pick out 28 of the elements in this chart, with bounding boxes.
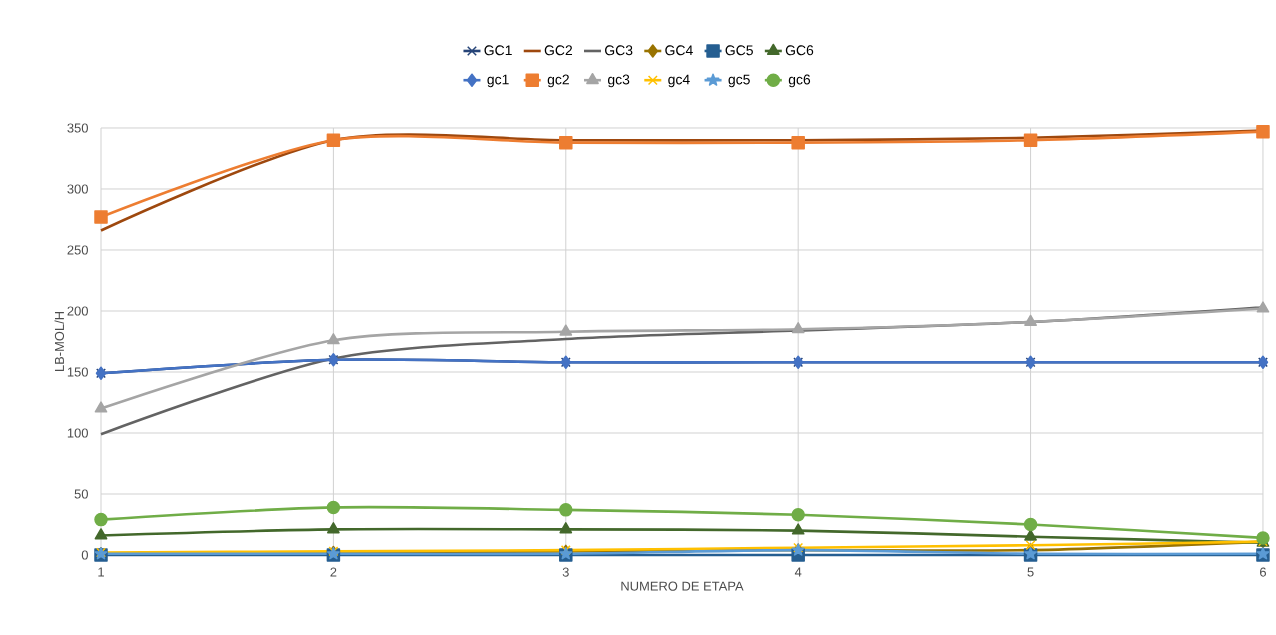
legend-label: gc5 xyxy=(728,74,750,88)
y-tick-label: 200 xyxy=(67,306,88,316)
legend-label: gc3 xyxy=(607,74,630,88)
legend-label: GC1 xyxy=(484,45,512,56)
x-tick-label: 2 xyxy=(330,567,337,577)
x-tick-label: 5 xyxy=(1027,567,1034,577)
legend-label: gc6 xyxy=(788,74,811,88)
y-tick-label: 50 xyxy=(74,489,88,499)
legend-label: GC2 xyxy=(544,45,573,56)
legend-label: gc2 xyxy=(547,74,569,88)
legend-label: GC5 xyxy=(725,45,753,56)
y-tick-label: 0 xyxy=(81,550,88,560)
legend-label: gc1 xyxy=(487,74,509,88)
legend-label: GC6 xyxy=(785,45,814,56)
x-tick-label: 6 xyxy=(1260,567,1266,577)
y-tick-label: 250 xyxy=(67,245,88,255)
y-tick-label: 350 xyxy=(67,123,88,133)
y-tick-label: 100 xyxy=(67,428,88,438)
x-tick-label: 1 xyxy=(98,567,104,577)
legend-label: GC4 xyxy=(665,45,693,56)
legend-label: GC3 xyxy=(605,45,633,56)
x-tick-label: 4 xyxy=(794,567,802,577)
legend-label: gc4 xyxy=(668,74,690,88)
y-axis-title: LB-MOL/H xyxy=(54,311,65,372)
y-tick-label: 300 xyxy=(67,184,88,194)
x-axis-title: NUMERO DE ETAPA xyxy=(621,581,744,591)
x-tick-label: 3 xyxy=(562,567,569,577)
y-tick-label: 150 xyxy=(67,367,88,377)
